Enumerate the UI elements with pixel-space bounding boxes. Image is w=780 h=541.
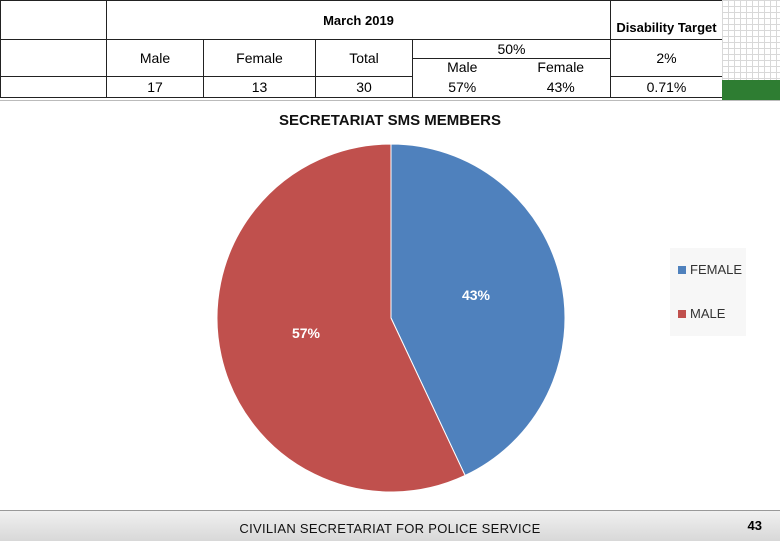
col-female-header: Female — [203, 39, 316, 77]
summary-table: March 2019 Disability Target Male Female… — [0, 0, 723, 98]
footer-org-name: CIVILIAN SECRETARIAT FOR POLICE SERVICE — [239, 521, 541, 536]
period-header: March 2019 — [106, 0, 611, 40]
table-label-cell — [0, 39, 107, 77]
target-split-cell: 50% Male Female 57% 43% — [412, 39, 611, 98]
chart-title: SECRETARIAT SMS MEMBERS — [279, 112, 501, 129]
target-female-label: Female — [537, 59, 585, 75]
male-pct-cell: 57% — [448, 79, 477, 95]
col-male-header: Male — [106, 39, 204, 77]
target-male-label: Male — [447, 59, 478, 75]
disability-actual-cell: 0.71% — [610, 76, 723, 98]
table-corner-cell — [0, 0, 107, 40]
total-count-cell: 30 — [315, 76, 413, 98]
female-pct-cell: 43% — [546, 79, 575, 95]
legend-item-male: MALE — [678, 306, 725, 321]
legend-item-female: FEMALE — [678, 262, 742, 277]
disability-pct-cell: 2% — [610, 39, 723, 77]
disability-target-header: Disability Target — [610, 0, 723, 40]
green-decoration — [722, 80, 780, 100]
footer-bar: CIVILIAN SECRETARIAT FOR POLICE SERVICE … — [0, 510, 780, 541]
female-count-cell: 13 — [203, 76, 316, 98]
legend-label-female: FEMALE — [690, 262, 743, 277]
pie-slice-male — [216, 143, 466, 493]
legend-label-male: MALE — [690, 306, 726, 321]
col-total-header: Total — [315, 39, 413, 77]
male-count-cell: 17 — [106, 76, 204, 98]
chart-legend: FEMALE MALE — [670, 248, 746, 336]
pie-label-female: 43% — [462, 287, 491, 303]
legend-swatch-male — [678, 309, 686, 318]
grid-decoration — [722, 0, 780, 80]
pie-slice-female — [390, 143, 566, 477]
page-number: 43 — [747, 518, 762, 533]
pie-label-male: 57% — [292, 325, 321, 341]
table-row-label — [0, 76, 107, 98]
target-pct: 50% — [413, 40, 610, 59]
legend-swatch-female — [678, 265, 686, 274]
pie-chart: 43% 57% — [216, 143, 566, 493]
